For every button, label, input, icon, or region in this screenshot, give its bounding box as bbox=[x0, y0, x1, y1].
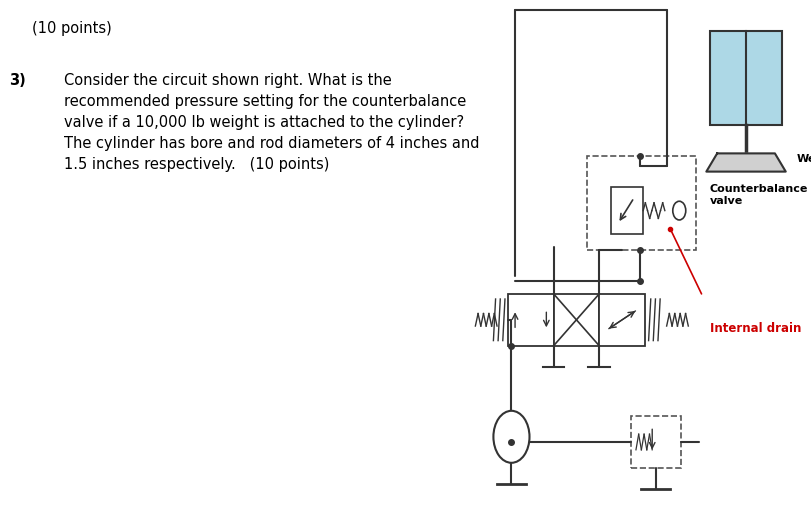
FancyBboxPatch shape bbox=[599, 294, 645, 346]
FancyBboxPatch shape bbox=[611, 187, 643, 234]
FancyBboxPatch shape bbox=[631, 416, 681, 468]
Text: Consider the circuit shown right. What is the
recommended pressure setting for t: Consider the circuit shown right. What i… bbox=[64, 73, 479, 172]
Polygon shape bbox=[706, 153, 786, 172]
Text: (10 points): (10 points) bbox=[32, 21, 112, 36]
FancyBboxPatch shape bbox=[710, 31, 782, 125]
Circle shape bbox=[673, 201, 686, 220]
Text: Counterbalance
valve: Counterbalance valve bbox=[710, 184, 809, 206]
Text: Weight: Weight bbox=[796, 153, 811, 164]
Text: 3): 3) bbox=[9, 73, 26, 88]
Text: Internal drain: Internal drain bbox=[710, 322, 801, 335]
FancyBboxPatch shape bbox=[508, 294, 554, 346]
Circle shape bbox=[493, 411, 530, 463]
FancyBboxPatch shape bbox=[554, 294, 599, 346]
